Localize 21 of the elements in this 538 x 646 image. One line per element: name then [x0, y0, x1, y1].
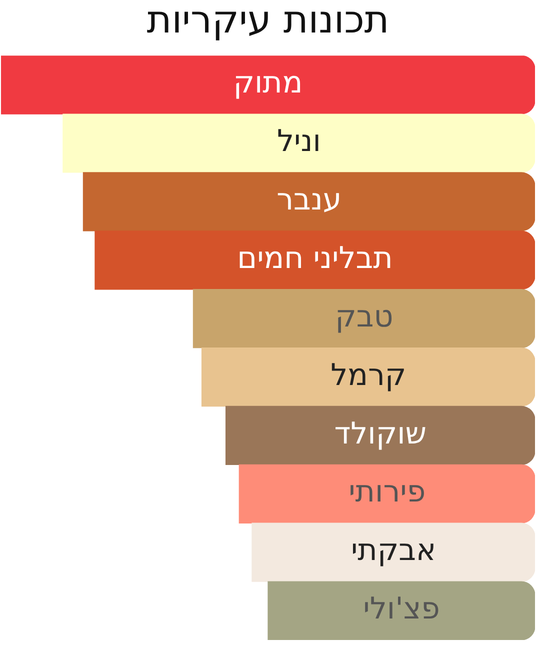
- y-tick-label: טבק: [335, 299, 394, 334]
- bar: [225, 406, 535, 466]
- bar: [82, 172, 535, 232]
- y-tick-label: אבקתי: [350, 533, 436, 568]
- y-tick-label: וניל: [276, 124, 321, 160]
- bar: [238, 464, 535, 524]
- y-tick-label: תבליני חמים: [237, 240, 393, 276]
- bar: [1, 56, 535, 114]
- bar: [268, 581, 535, 640]
- bar: [201, 347, 535, 407]
- bar: [62, 114, 535, 173]
- bar: [252, 522, 535, 582]
- bar: [94, 230, 535, 290]
- bar: [192, 289, 535, 348]
- y-tick-label: ענבר: [276, 182, 342, 218]
- y-tick-label: פצ'ולי: [363, 592, 440, 627]
- chart-title: תכונות עיקריות: [146, 0, 390, 42]
- y-tick-label: פירותי: [348, 474, 426, 510]
- y-tick-label: מתוק: [233, 66, 303, 101]
- y-tick-label: שוקולד: [334, 416, 427, 452]
- y-tick-label: קרמל: [330, 358, 406, 393]
